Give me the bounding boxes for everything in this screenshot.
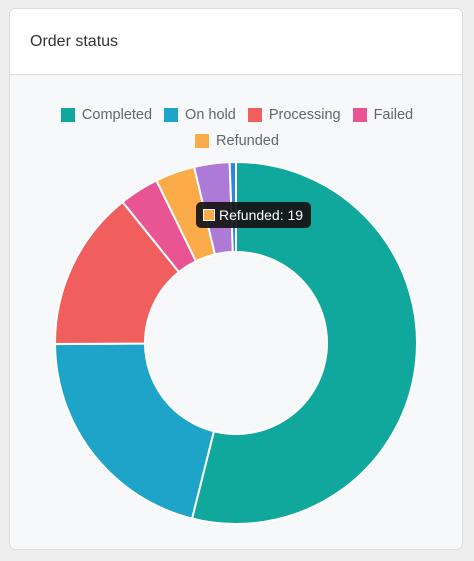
legend-item-on-hold[interactable]: On hold xyxy=(164,107,236,123)
slice-on-hold[interactable] xyxy=(53,342,216,520)
legend-item-refunded[interactable]: Refunded xyxy=(195,133,279,149)
legend-swatch xyxy=(164,108,179,122)
tooltip-label: Refunded: 19 xyxy=(219,207,304,223)
legend-swatch xyxy=(60,108,75,122)
legend-item-completed[interactable]: Completed xyxy=(60,107,153,123)
order-status-card: Order status Completed On hold Processing F… xyxy=(9,8,463,550)
legend-label: Completed xyxy=(81,107,153,123)
legend-item-processing[interactable]: Processing xyxy=(247,107,341,123)
legend-item-failed[interactable]: Failed xyxy=(352,107,414,123)
card-title: Order status xyxy=(10,9,462,75)
legend-label: Refunded xyxy=(216,133,279,149)
legend-label: Processing xyxy=(268,107,341,123)
slice-completed[interactable] xyxy=(190,160,418,525)
tooltip-swatch xyxy=(203,209,215,221)
legend-label: On hold xyxy=(185,107,236,123)
chart-tooltip: Refunded: 19 xyxy=(196,202,312,228)
order-status-doughnut-chart xyxy=(53,160,418,525)
legend-swatch xyxy=(352,108,367,122)
legend-swatch xyxy=(195,134,210,148)
chart-legend: Completed On hold Processing Failed Refunded xyxy=(10,107,462,149)
legend-label: Failed xyxy=(373,107,414,123)
legend-swatch xyxy=(247,108,262,122)
